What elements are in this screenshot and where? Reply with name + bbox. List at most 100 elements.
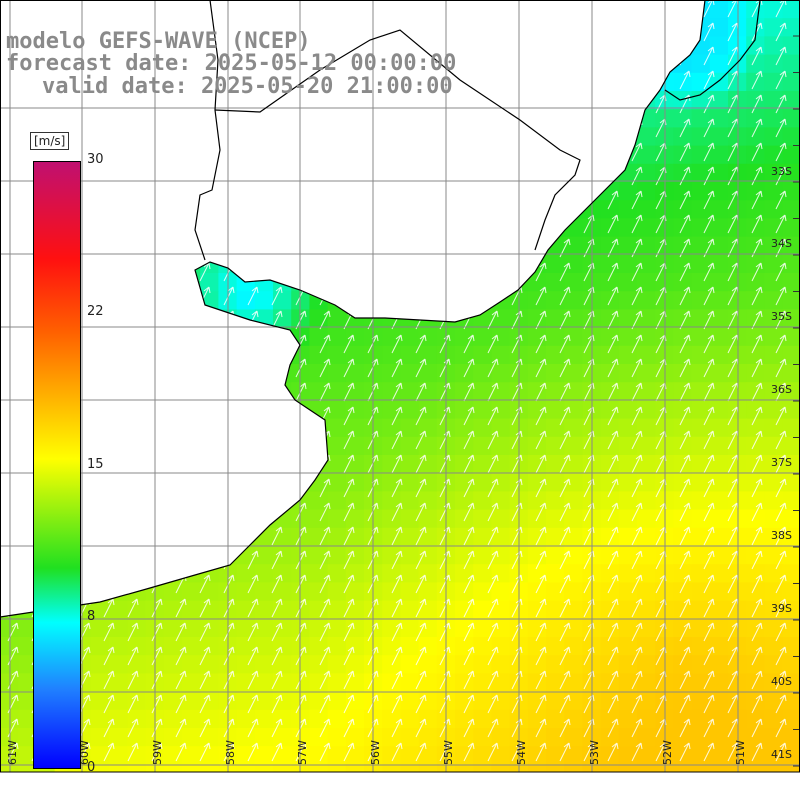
wind-cell <box>564 309 583 329</box>
wind-cell <box>182 637 201 656</box>
wind-cell <box>764 491 784 511</box>
wind-cell <box>418 455 438 474</box>
wind-cell <box>254 291 274 310</box>
wind-cell <box>746 309 765 329</box>
wind-cell <box>400 637 420 656</box>
wind-cell <box>546 327 565 347</box>
wind-arrow <box>631 142 643 162</box>
wind-arrow <box>775 574 787 594</box>
wind-cell <box>236 291 256 310</box>
wind-cell <box>764 673 784 693</box>
wind-cell <box>764 327 784 347</box>
wind-arrow <box>703 454 715 474</box>
wind-arrow <box>775 550 787 570</box>
lat-label: 35S <box>771 310 792 323</box>
wind-arrow <box>535 358 547 378</box>
wind-cell <box>746 54 765 74</box>
wind-cell <box>527 345 547 365</box>
wind-cell <box>564 655 583 674</box>
wind-cell <box>491 764 511 772</box>
wind-cell <box>564 582 583 602</box>
wind-arrow <box>127 718 139 738</box>
wind-arrow <box>487 430 499 450</box>
wind-cell <box>345 618 365 638</box>
wind-arrow <box>151 742 163 762</box>
wind-cell <box>600 491 620 511</box>
wind-arrow <box>607 526 619 546</box>
wind-cell <box>600 673 620 693</box>
lon-label: 54W <box>515 740 528 765</box>
wind-cell <box>236 655 256 674</box>
wind-cell <box>764 236 784 256</box>
wind-arrow <box>319 598 331 618</box>
wind-cell <box>764 691 784 711</box>
wind-cell <box>782 618 800 638</box>
wind-cell <box>418 618 438 638</box>
wind-cell <box>546 673 565 693</box>
wind-cell <box>564 600 583 620</box>
wind-cell <box>618 564 638 583</box>
wind-arrow <box>343 334 355 354</box>
wind-arrow <box>319 550 331 570</box>
wind-arrow <box>487 310 499 330</box>
wind-arrow <box>775 454 787 474</box>
wind-arrow <box>415 742 427 762</box>
wind-arrow <box>151 694 163 714</box>
wind-arrow <box>487 526 499 546</box>
wind-cell <box>200 600 219 620</box>
wind-arrow <box>775 406 787 426</box>
wind-cell <box>728 418 747 438</box>
wind-cell <box>728 127 747 147</box>
wind-cell <box>127 618 147 638</box>
wind-arrow <box>775 118 787 138</box>
wind-cell <box>709 600 729 620</box>
wind-cell <box>309 600 329 620</box>
wind-arrow <box>463 478 475 498</box>
wind-arrow <box>247 574 259 594</box>
wind-cell <box>455 746 474 765</box>
wind-cell <box>418 691 438 711</box>
wind-cell <box>709 473 729 492</box>
wind-arrow <box>535 430 547 450</box>
wind-cell <box>673 109 693 128</box>
colorbar-tick-30: 30 <box>87 152 104 167</box>
wind-arrow <box>271 622 283 642</box>
wind-cell <box>764 473 784 492</box>
wind-arrow <box>751 358 763 378</box>
wind-cell <box>691 54 711 74</box>
wind-cell <box>637 527 656 547</box>
wind-cell <box>600 728 620 747</box>
wind-cell <box>637 127 656 147</box>
wind-cell <box>764 637 784 656</box>
wind-arrow <box>751 742 763 762</box>
wind-arrow <box>391 622 403 642</box>
wind-cell <box>546 527 565 547</box>
wind-arrow <box>703 166 715 186</box>
wind-arrow <box>127 598 139 618</box>
wind-cell <box>455 345 474 365</box>
wind-cell <box>673 436 693 456</box>
wind-cell <box>327 746 347 765</box>
wind-cell <box>309 527 329 547</box>
lon-label: 58W <box>224 740 237 765</box>
wind-cell <box>18 709 37 729</box>
wind-cell <box>764 91 784 110</box>
wind-cell <box>764 54 784 74</box>
wind-cell <box>709 436 729 456</box>
wind-arrow <box>319 358 331 378</box>
wind-cell <box>618 618 638 638</box>
wind-cell <box>382 691 401 711</box>
wind-cell <box>709 673 729 693</box>
wind-cell <box>600 254 620 274</box>
wind-cell <box>527 564 547 583</box>
wind-cell <box>309 309 329 329</box>
wind-cell <box>673 709 693 729</box>
wind-cell <box>764 36 784 56</box>
wind-cell <box>163 637 183 656</box>
wind-cell <box>91 618 110 638</box>
wind-cell <box>782 673 800 693</box>
wind-arrow <box>415 526 427 546</box>
wind-cell <box>527 418 547 438</box>
wind-cell <box>291 509 310 529</box>
wind-cell <box>564 673 583 693</box>
